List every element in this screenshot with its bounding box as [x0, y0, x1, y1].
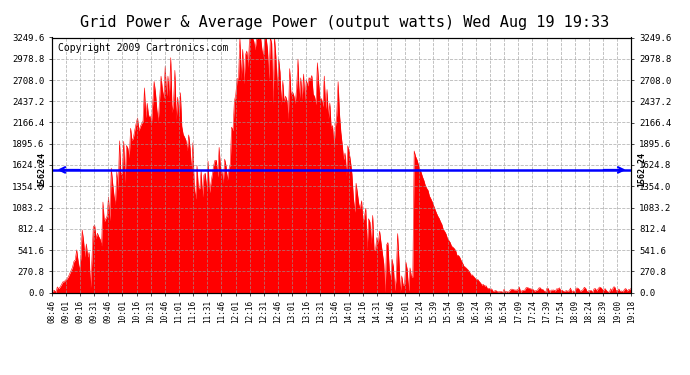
Text: 1562.24: 1562.24 [637, 152, 646, 188]
Text: Copyright 2009 Cartronics.com: Copyright 2009 Cartronics.com [57, 43, 228, 52]
Text: Grid Power & Average Power (output watts) Wed Aug 19 19:33: Grid Power & Average Power (output watts… [80, 15, 610, 30]
Text: 1562.24: 1562.24 [37, 152, 46, 188]
